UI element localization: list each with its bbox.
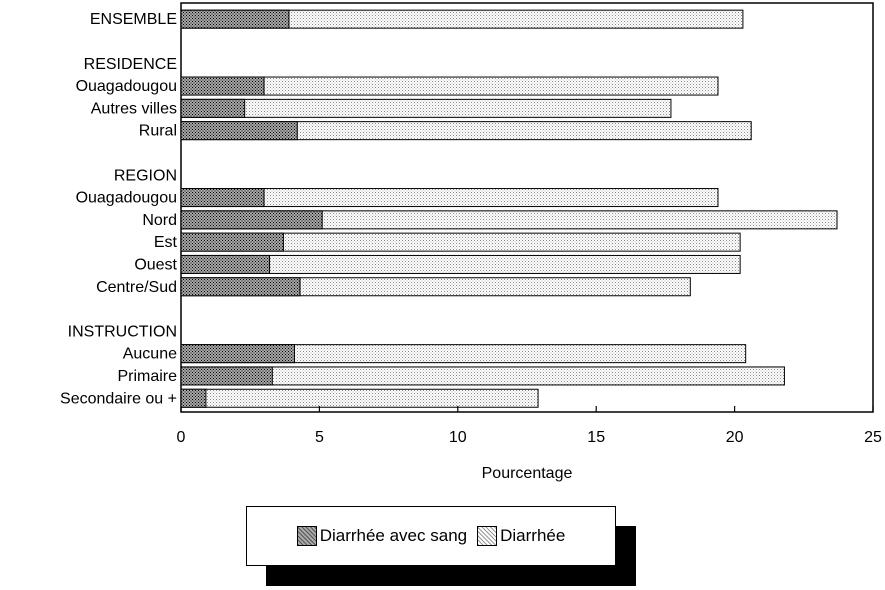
x-tick-label: 10 <box>449 429 467 446</box>
x-tick-label: 15 <box>587 429 605 446</box>
bar-diarrhee-avec-sang <box>180 344 295 364</box>
legend-label-avec-sang: Diarrhée avec sang <box>319 526 468 545</box>
group-header-region: REGION <box>114 167 177 184</box>
row-label: Ouagadougou <box>76 190 177 207</box>
row-label: Secondaire ou + <box>60 390 177 407</box>
bar-diarrhee-avec-sang <box>180 98 246 118</box>
legend-swatch-diarrhee <box>477 526 498 546</box>
bar-diarrhee-avec-sang <box>180 9 290 29</box>
legend-item-diarrhee: Diarrhée <box>477 526 565 546</box>
row-label: Rural <box>139 123 177 140</box>
x-axis-label: Pourcentage <box>482 465 573 482</box>
legend: Diarrhée avec sang Diarrhée <box>246 506 636 586</box>
bar-diarrhee-avec-sang <box>180 277 301 297</box>
bar-diarrhee-avec-sang <box>180 210 323 230</box>
legend-label-diarrhee: Diarrhée <box>500 526 566 545</box>
x-tick-label: 0 <box>177 429 186 446</box>
bar-diarrhee-avec-sang <box>180 366 273 386</box>
x-tick-label: 25 <box>864 429 882 446</box>
row-label: Aucune <box>123 346 177 363</box>
row-label: Centre/Sud <box>96 279 177 296</box>
bar-diarrhee-avec-sang <box>180 388 207 408</box>
legend-box: Diarrhée avec sang Diarrhée <box>246 506 616 566</box>
row-label: Est <box>154 234 178 251</box>
group-header-instruction: INSTRUCTION <box>68 323 177 340</box>
row-label: Primaire <box>117 368 177 385</box>
x-tick-label: 5 <box>315 429 324 446</box>
row-label: Ouagadougou <box>76 78 177 95</box>
bar-diarrhee-avec-sang <box>180 121 298 141</box>
legend-swatch-avec-sang <box>296 526 317 546</box>
legend-item-avec-sang: Diarrhée avec sang <box>296 526 468 546</box>
row-label: Ouest <box>134 256 177 273</box>
bar-diarrhee-avec-sang <box>180 188 265 208</box>
row-label: Autres villes <box>91 100 177 117</box>
bar-diarrhee-avec-sang <box>180 76 265 96</box>
row-label: ENSEMBLE <box>90 11 177 28</box>
bar-diarrhee <box>180 388 539 408</box>
row-label: Nord <box>142 212 177 229</box>
bar-diarrhee <box>180 98 672 118</box>
group-header-residence: RESIDENCE <box>84 56 177 73</box>
x-tick-label: 20 <box>726 429 744 446</box>
bar-diarrhee-avec-sang <box>180 254 271 274</box>
bar-diarrhee-avec-sang <box>180 232 284 252</box>
plot-frame <box>180 2 874 413</box>
